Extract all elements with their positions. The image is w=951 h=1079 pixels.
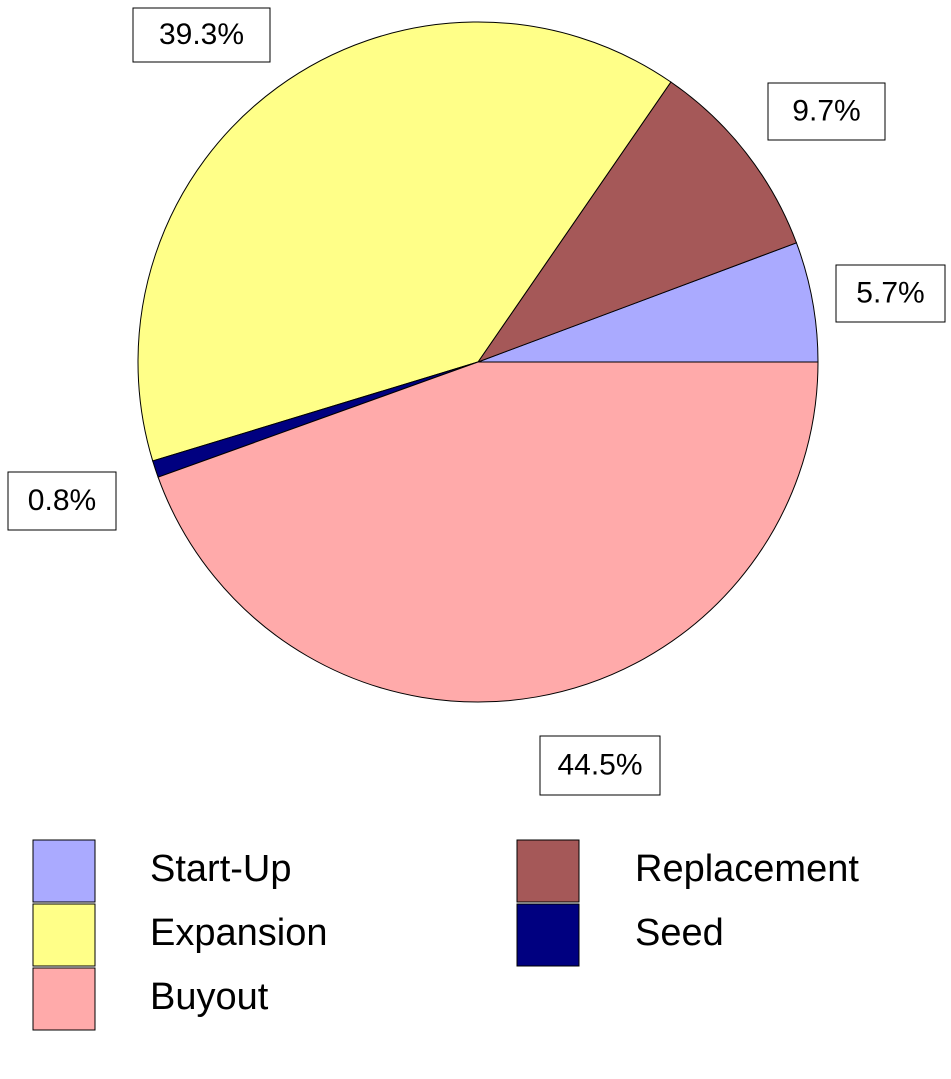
legend-label: Start-Up: [150, 848, 291, 890]
label-box: [539, 735, 661, 796]
data-label: 9.7%: [792, 94, 860, 127]
pie-slice: [476, 81, 798, 364]
legend-swatch: [32, 839, 96, 903]
label-box: [835, 264, 946, 323]
legend-label: Seed: [635, 912, 724, 954]
data-label: 39.3%: [159, 18, 244, 51]
data-label: 5.7%: [856, 276, 924, 309]
legend-label: Expansion: [150, 912, 327, 954]
data-label: 0.8%: [28, 484, 96, 517]
pie-slice: [137, 21, 672, 462]
legend-swatch: [32, 967, 96, 1031]
legend-swatch: [516, 839, 580, 903]
legend-swatch: [32, 903, 96, 967]
label-box: [7, 471, 117, 531]
label-box: [767, 82, 886, 141]
legend-label: Buyout: [150, 976, 269, 1018]
legend-swatch: [516, 903, 580, 967]
label-box: [132, 7, 271, 63]
data-label: 44.5%: [557, 748, 642, 781]
legend-label: Replacement: [635, 848, 859, 890]
pie-slice: [157, 361, 819, 703]
